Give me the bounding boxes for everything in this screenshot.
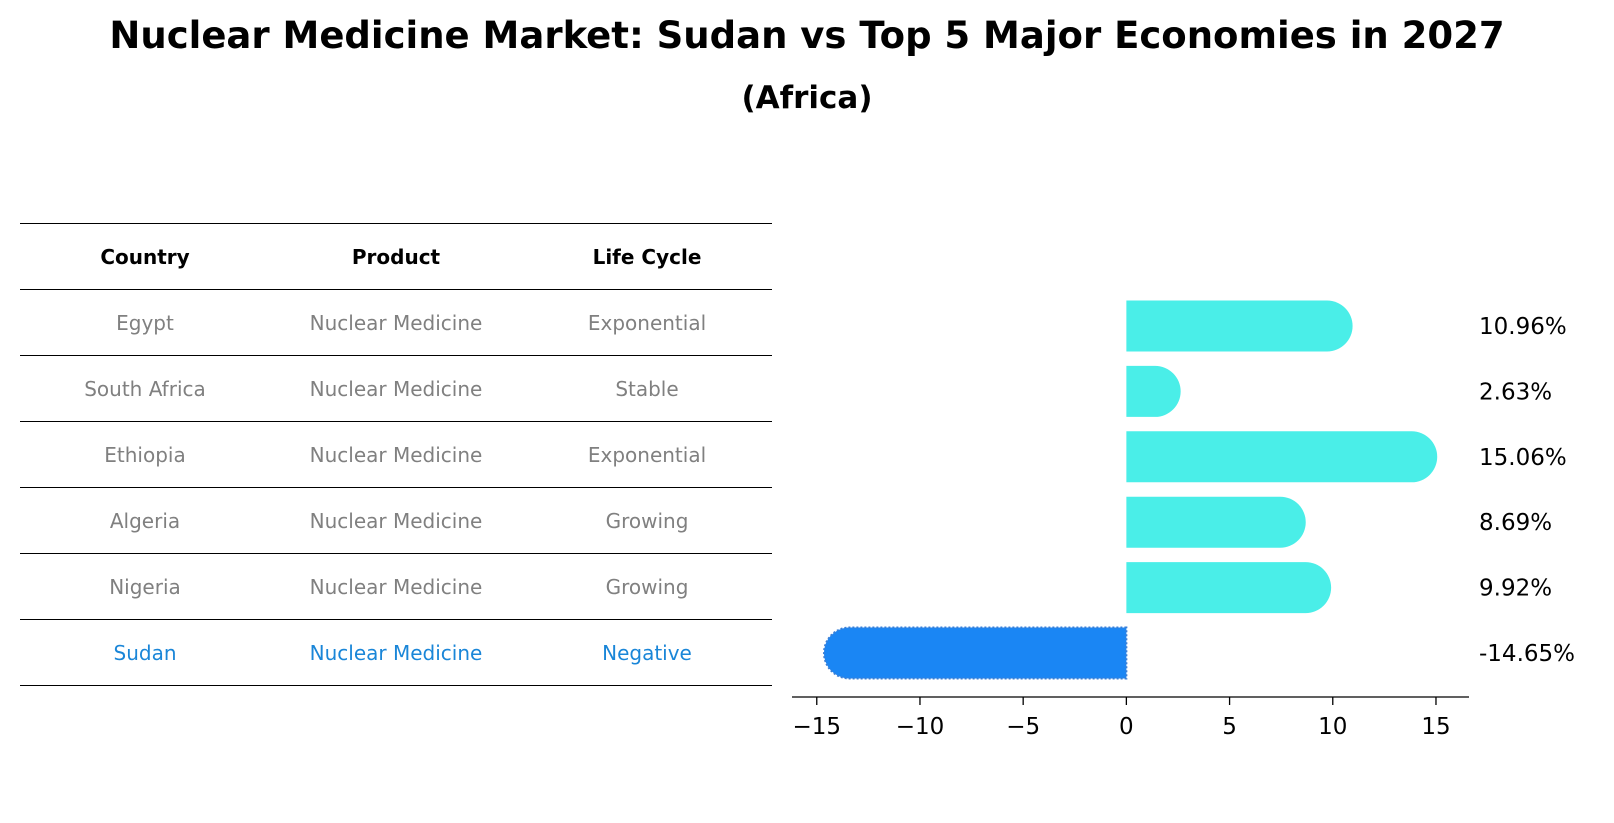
cell-life-cycle: Exponential xyxy=(522,289,772,356)
cell-life-cycle: Stable xyxy=(522,355,772,422)
x-tick-label: 15 xyxy=(1421,714,1450,740)
header-life-cycle: Life Cycle xyxy=(522,223,772,290)
table-row-highlight: Sudan Nuclear Medicine Negative xyxy=(20,619,772,686)
x-tick-label: −10 xyxy=(896,714,945,740)
bar-south-africa xyxy=(1126,365,1181,417)
cell-product: Nuclear Medicine xyxy=(270,619,522,686)
cell-country: Ethiopia xyxy=(20,421,270,488)
header-country: Country xyxy=(20,223,270,290)
bar-egypt xyxy=(1126,300,1353,352)
table-row: Egypt Nuclear Medicine Exponential xyxy=(20,289,772,356)
bar-value-label: 2.63% xyxy=(1479,379,1552,405)
x-tick-label: −15 xyxy=(792,714,841,740)
header-product: Product xyxy=(270,223,522,290)
x-tick-label: 5 xyxy=(1222,714,1237,740)
cell-country: Egypt xyxy=(20,289,270,356)
cell-country: South Africa xyxy=(20,355,270,422)
bar-value-label: 10.96% xyxy=(1479,314,1567,340)
cell-life-cycle: Exponential xyxy=(522,421,772,488)
bar-sudan xyxy=(822,626,1128,680)
cell-country: Nigeria xyxy=(20,553,270,620)
bar-algeria xyxy=(1126,496,1306,548)
cell-product: Nuclear Medicine xyxy=(270,553,522,620)
bar-nigeria xyxy=(1126,562,1332,614)
cell-product: Nuclear Medicine xyxy=(270,487,522,554)
bar-value-label: 9.92% xyxy=(1479,576,1552,602)
cell-life-cycle: Negative xyxy=(522,619,772,686)
cell-product: Nuclear Medicine xyxy=(270,289,522,356)
table-row: Algeria Nuclear Medicine Growing xyxy=(20,487,772,554)
cell-country: Algeria xyxy=(20,487,270,554)
cell-product: Nuclear Medicine xyxy=(270,421,522,488)
cell-life-cycle: Growing xyxy=(522,487,772,554)
bar-value-label: 8.69% xyxy=(1479,510,1552,536)
x-tick-label: −5 xyxy=(1006,714,1040,740)
cell-country: Sudan xyxy=(20,619,270,686)
bar-ethiopia xyxy=(1126,431,1438,483)
table-row: Ethiopia Nuclear Medicine Exponential xyxy=(20,421,772,488)
bar-value-label: -14.65% xyxy=(1479,641,1575,667)
x-tick-label: 0 xyxy=(1119,714,1134,740)
x-tick-label: 10 xyxy=(1318,714,1347,740)
table-header-row: Country Product Life Cycle xyxy=(20,223,772,290)
chart-subtitle: (Africa) xyxy=(741,80,873,116)
comparison-table: Country Product Life Cycle Egypt Nuclear… xyxy=(20,223,772,686)
bar-value-label: 15.06% xyxy=(1479,445,1567,471)
table-row: Nigeria Nuclear Medicine Growing xyxy=(20,553,772,620)
cell-product: Nuclear Medicine xyxy=(270,355,522,422)
table-row: South Africa Nuclear Medicine Stable xyxy=(20,355,772,422)
chart-title: Nuclear Medicine Market: Sudan vs Top 5 … xyxy=(109,14,1505,57)
cell-life-cycle: Growing xyxy=(522,553,772,620)
